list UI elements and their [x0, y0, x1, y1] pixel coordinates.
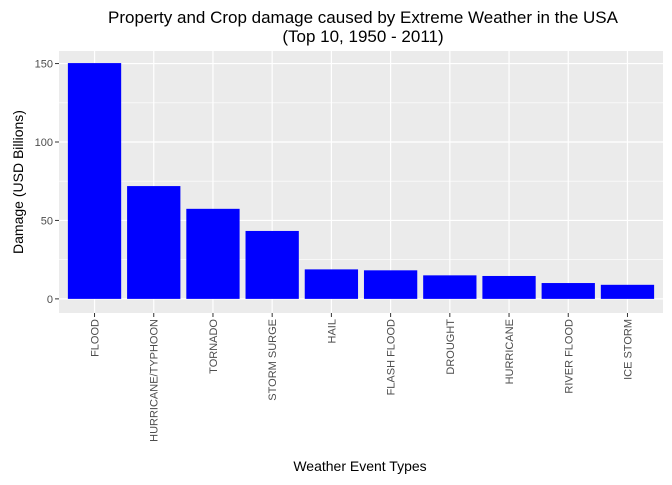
x-tick-label: HURRICANE/TYPHOON — [149, 319, 161, 442]
x-axis: FLOOD HURRICANE/TYPHOON TORNADO STORM SURGE… — [90, 313, 634, 442]
bar — [127, 186, 181, 299]
bar — [67, 63, 122, 299]
chart-title: Property and Crop damage caused by Extre… — [108, 8, 619, 27]
x-tick-label: RIVER FLOOD — [563, 319, 575, 394]
chart-subtitle: (Top 10, 1950 - 2011) — [282, 27, 443, 46]
x-tick-label: FLOOD — [90, 319, 102, 357]
bar — [186, 208, 240, 299]
x-tick-label: FLASH FLOOD — [386, 319, 398, 395]
x-axis-title: Weather Event Types — [293, 458, 426, 474]
x-tick-label: HAIL — [326, 319, 338, 343]
y-axis: 0 50 100 150 — [35, 59, 59, 306]
x-tick-label: ICE STORM — [622, 319, 634, 380]
x-tick-label: DROUGHT — [445, 319, 457, 375]
x-tick-label: TORNADO — [208, 319, 220, 374]
y-axis-title: Damage (USD Billions) — [10, 110, 26, 254]
bar — [423, 275, 477, 299]
x-tick-label: STORM SURGE — [267, 319, 279, 401]
bars — [67, 63, 655, 299]
y-tick-label: 50 — [41, 215, 53, 227]
y-tick-label: 150 — [35, 59, 53, 71]
y-tick-label: 0 — [47, 294, 53, 306]
bar — [482, 275, 536, 299]
bar — [245, 230, 299, 299]
bar — [363, 270, 418, 299]
x-tick-label: HURRICANE — [504, 319, 516, 384]
y-tick-label: 100 — [35, 137, 53, 149]
bar — [541, 283, 595, 299]
bar — [304, 269, 359, 299]
bar — [600, 284, 655, 299]
